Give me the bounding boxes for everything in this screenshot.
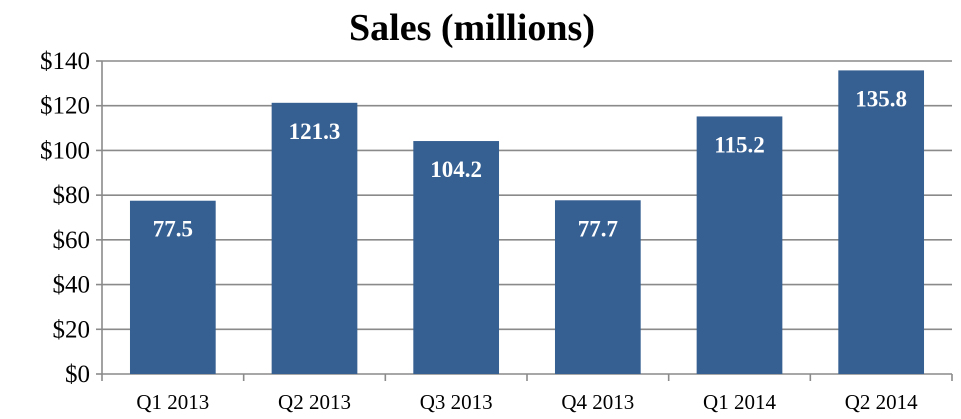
bar [554,200,641,374]
bar [129,200,216,374]
y-tick-label: $80 [53,182,91,209]
x-tick-label: Q3 2013 [420,390,493,414]
x-tick-label: Q1 2013 [136,390,209,414]
data-label: 77.7 [578,216,618,241]
x-tick-label: Q2 2014 [845,390,918,414]
x-tick-label: Q1 2014 [703,390,776,414]
axes [96,60,953,381]
bar [413,141,500,374]
y-tick-label: $60 [53,227,91,254]
bars [129,70,925,375]
data-label: 121.3 [289,119,341,144]
bar [838,70,925,374]
bar [696,116,783,375]
y-tick-label: $0 [65,361,90,388]
x-tick-label: Q2 2013 [278,390,351,414]
y-tick-label: $20 [53,316,91,343]
gridlines [102,60,952,331]
bar [271,102,358,374]
x-tick-label: Q4 2013 [561,390,634,414]
y-tick-label: $120 [40,93,90,120]
y-tick-label: $140 [40,48,90,75]
data-label: 135.8 [855,86,907,111]
chart-title: Sales (millions) [349,7,595,49]
data-label: 77.5 [153,217,193,242]
data-label: 104.2 [430,157,482,182]
data-label: 115.2 [714,132,764,157]
y-tick-label: $100 [40,137,90,164]
y-tick-label: $40 [53,272,91,299]
labels: $0 $20 $40 $60 $80 $100 $120 $140 77.5 Q1 2013 121… [40,48,918,414]
